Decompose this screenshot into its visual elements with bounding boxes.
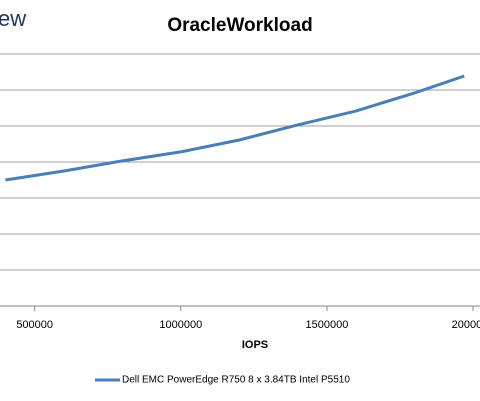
x-tick-label: 500000 xyxy=(16,319,53,331)
x-tick-label: 1500000 xyxy=(306,319,349,331)
x-axis-label: IOPS xyxy=(242,339,268,351)
x-tick-label: 1000000 xyxy=(159,319,202,331)
data-line xyxy=(5,74,465,182)
logo-text: ew xyxy=(0,6,26,31)
chart-title: OracleWorkload xyxy=(167,15,312,36)
legend-label: Dell EMC PowerEdge R750 8 x 3.84TB Intel… xyxy=(122,375,350,386)
x-tick-label: 2000000 xyxy=(452,319,480,331)
